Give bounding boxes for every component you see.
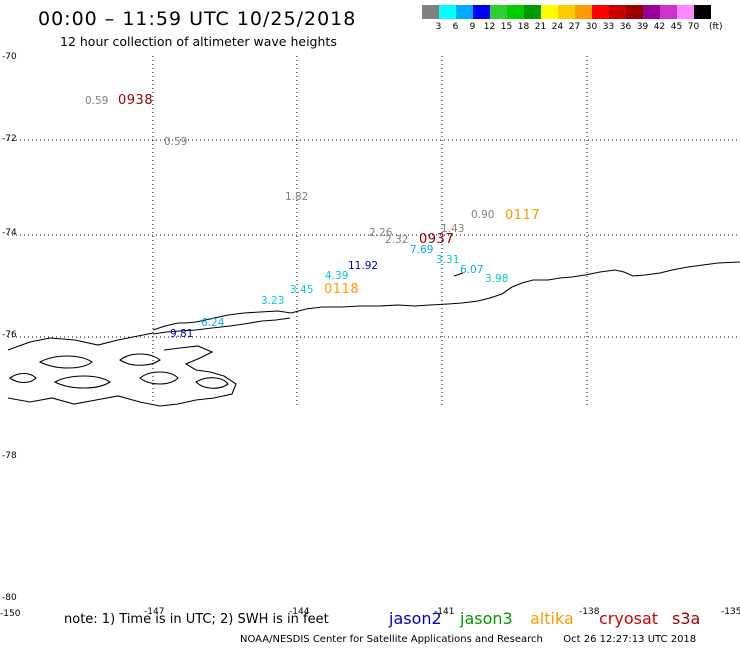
wave-height-label: 6.24 [201, 317, 225, 329]
wave-height-label: 11.92 [348, 260, 379, 272]
wave-height-label: 0.59 [164, 136, 188, 148]
wave-height-label: 2.26 [369, 227, 393, 239]
wave-height-label: 0.90 [471, 209, 495, 221]
scale-swatch [541, 5, 558, 19]
wave-height-label: 6.07 [460, 264, 484, 276]
scale-tick-label: 39 [636, 22, 649, 32]
scale-tick-label: 70 [687, 22, 700, 32]
scale-swatch [609, 5, 626, 19]
satellite-legend-cryosat: cryosat [599, 609, 659, 628]
lon-label: -150 [0, 609, 21, 619]
lon-label: -138 [579, 607, 600, 617]
scale-tick-label: 18 [517, 22, 530, 32]
scale-unit: (ft) [709, 22, 723, 32]
wave-height-label: 0.59 [85, 95, 109, 107]
generated-timestamp: Oct 26 12:27:13 UTC 2018 [563, 634, 697, 645]
wave-height-label: 3.45 [290, 284, 314, 296]
lat-label: -74 [2, 228, 17, 238]
scale-swatch [694, 5, 711, 19]
wave-height-label: 3.31 [436, 254, 460, 266]
scale-swatch [558, 5, 575, 19]
satellite-legend-s3a: s3a [672, 609, 701, 628]
lat-label: -76 [2, 330, 17, 340]
lat-label: -70 [2, 52, 17, 62]
map-subtitle: 12 hour collection of altimeter wave hei… [60, 34, 337, 49]
lat-label: -72 [2, 134, 17, 144]
scale-swatch [660, 5, 677, 19]
scale-tick-label: 6 [452, 22, 459, 32]
wave-height-label: 4.39 [325, 270, 349, 282]
wave-height-label: 2.32 [385, 234, 409, 246]
pass-time-label: 0117 [505, 208, 541, 223]
scale-tick-label: 12 [483, 22, 496, 32]
lon-label: -135 [721, 607, 740, 617]
scale-swatch [575, 5, 592, 19]
scale-swatch [592, 5, 609, 19]
units-note: note: 1) Time is in UTC; 2) SWH is in fe… [64, 612, 329, 627]
scale-swatch [473, 5, 490, 19]
scale-tick-label: 33 [602, 22, 615, 32]
wave-height-label: 1.43 [441, 223, 465, 235]
scale-tick-label: 3 [435, 22, 442, 32]
credit-footer: NOAA/NESDIS Center for Satellite Applica… [240, 634, 696, 645]
wave-height-label: 9.81 [170, 328, 194, 340]
coastline [7, 261, 740, 407]
scale-swatch [422, 5, 439, 19]
pass-time-label: 0937 [419, 232, 455, 247]
scale-tick-label: 45 [670, 22, 683, 32]
scale-swatch [490, 5, 507, 19]
scale-swatch [626, 5, 643, 19]
scale-tick-label: 42 [653, 22, 666, 32]
credit-text: NOAA/NESDIS Center for Satellite Applica… [240, 634, 543, 645]
scale-swatch [677, 5, 694, 19]
wave-height-label: 7.69 [410, 244, 434, 256]
lon-label: -141 [434, 607, 455, 617]
scale-tick-label: 30 [585, 22, 598, 32]
pass-time-label: 0118 [324, 282, 360, 297]
wave-height-label: 1.82 [285, 191, 309, 203]
scale-tick-label: 24 [551, 22, 564, 32]
pass-time-label: 0938 [118, 93, 154, 108]
satellite-legend-jason3: jason3 [460, 609, 513, 628]
wave-height-label: 3.98 [485, 273, 509, 285]
satellite-legend-jason2: jason2 [389, 609, 442, 628]
scale-swatch [643, 5, 660, 19]
scale-swatch [524, 5, 541, 19]
lon-label: -147 [144, 607, 165, 617]
lat-label: -78 [2, 451, 17, 461]
satellite-legend-altika: altika [530, 609, 574, 628]
lat-label: -80 [2, 593, 17, 603]
scale-tick-label: 27 [568, 22, 581, 32]
lon-label: -144 [289, 607, 310, 617]
map-title: 00:00 – 11:59 UTC 10/25/2018 [38, 8, 357, 30]
scale-tick-label: 15 [500, 22, 513, 32]
scale-swatch [439, 5, 456, 19]
wave-height-label: 3.23 [261, 295, 285, 307]
scale-tick-label: 9 [469, 22, 476, 32]
scale-tick-label: 21 [534, 22, 547, 32]
scale-swatch [456, 5, 473, 19]
scale-tick-label: 36 [619, 22, 632, 32]
scale-swatch [507, 5, 524, 19]
